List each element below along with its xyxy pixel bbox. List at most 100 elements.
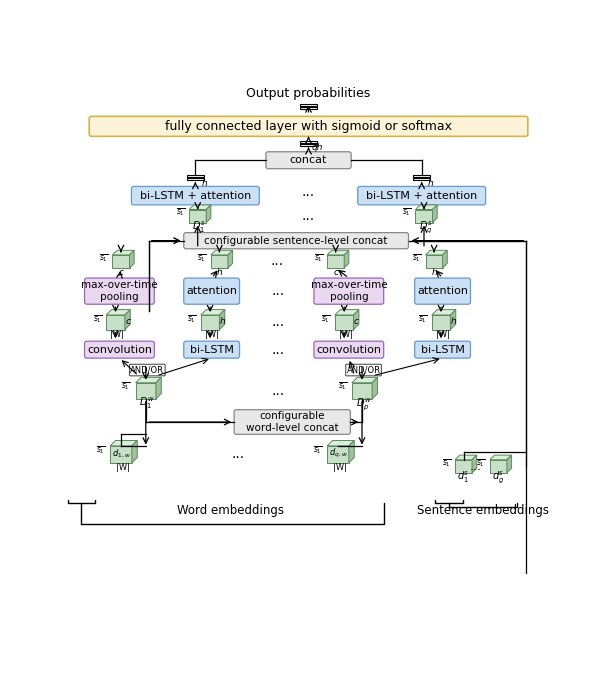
Polygon shape xyxy=(228,251,232,268)
Polygon shape xyxy=(211,251,232,255)
Polygon shape xyxy=(426,251,447,255)
Bar xyxy=(187,178,204,180)
Text: ...: ... xyxy=(469,460,481,473)
Polygon shape xyxy=(189,205,211,209)
Bar xyxy=(413,175,430,177)
FancyBboxPatch shape xyxy=(358,186,486,205)
Text: $\overline{s_1}$: $\overline{s_1}$ xyxy=(99,252,108,264)
Text: |W|: |W| xyxy=(332,463,347,472)
Text: max-over-time
pooling: max-over-time pooling xyxy=(81,280,158,302)
Polygon shape xyxy=(432,205,437,223)
FancyBboxPatch shape xyxy=(89,116,528,136)
Text: Output probabilities: Output probabilities xyxy=(246,87,371,99)
Text: ...: ... xyxy=(302,209,315,223)
Polygon shape xyxy=(432,315,450,330)
Text: bi-LSTM: bi-LSTM xyxy=(421,344,465,355)
Text: AND/OR: AND/OR xyxy=(130,365,164,375)
Text: $\overline{s_1}$: $\overline{s_1}$ xyxy=(313,444,323,456)
Text: bi-LSTM + attention: bi-LSTM + attention xyxy=(140,190,251,201)
FancyBboxPatch shape xyxy=(266,152,351,169)
Text: |W|: |W| xyxy=(110,330,124,339)
Polygon shape xyxy=(472,455,477,473)
Text: $D_p^w$: $D_p^w$ xyxy=(356,395,371,412)
FancyBboxPatch shape xyxy=(314,278,383,304)
FancyBboxPatch shape xyxy=(184,278,240,304)
Polygon shape xyxy=(426,255,442,268)
Text: configurable sentence-level concat: configurable sentence-level concat xyxy=(205,236,388,246)
Text: attention: attention xyxy=(186,286,237,296)
Text: |W|: |W| xyxy=(116,463,129,472)
Bar xyxy=(413,178,430,180)
Polygon shape xyxy=(219,309,225,330)
Text: fully connected layer with sigmoid or softmax: fully connected layer with sigmoid or so… xyxy=(165,120,452,133)
Text: ...: ... xyxy=(272,384,285,398)
Polygon shape xyxy=(490,455,512,460)
Polygon shape xyxy=(372,377,377,399)
Polygon shape xyxy=(135,383,156,399)
Polygon shape xyxy=(442,251,447,268)
Polygon shape xyxy=(135,377,161,383)
Text: Word embeddings: Word embeddings xyxy=(177,504,284,517)
Text: c: c xyxy=(333,268,338,277)
Bar xyxy=(187,175,204,177)
Text: $\overline{s_1}$: $\overline{s_1}$ xyxy=(93,313,102,325)
FancyBboxPatch shape xyxy=(415,278,471,304)
Text: $d_{q,w}$: $d_{q,w}$ xyxy=(329,447,347,460)
Text: AND/OR: AND/OR xyxy=(347,365,380,375)
Text: $D_q^s$: $D_q^s$ xyxy=(419,219,432,235)
FancyBboxPatch shape xyxy=(314,341,383,358)
FancyBboxPatch shape xyxy=(234,410,350,434)
Polygon shape xyxy=(113,251,134,255)
Polygon shape xyxy=(201,315,219,330)
Text: convolution: convolution xyxy=(316,344,381,355)
Text: bi-LSTM: bi-LSTM xyxy=(190,344,234,355)
Text: $\overline{s_1}$: $\overline{s_1}$ xyxy=(441,457,451,468)
Text: c: c xyxy=(119,268,123,277)
Polygon shape xyxy=(201,309,225,315)
Polygon shape xyxy=(352,383,372,399)
Text: ...: ... xyxy=(270,255,284,269)
Polygon shape xyxy=(125,309,130,330)
Polygon shape xyxy=(189,209,206,223)
Polygon shape xyxy=(211,255,228,268)
FancyBboxPatch shape xyxy=(84,341,154,358)
Bar xyxy=(300,141,317,144)
FancyBboxPatch shape xyxy=(131,186,259,205)
Text: ...: ... xyxy=(272,315,285,329)
Polygon shape xyxy=(129,251,134,268)
Text: h: h xyxy=(450,316,456,326)
Text: $\overline{s_1}$: $\overline{s_1}$ xyxy=(96,444,105,456)
Polygon shape xyxy=(353,309,359,330)
Text: $D_1^w$: $D_1^w$ xyxy=(140,396,155,412)
Polygon shape xyxy=(327,251,349,255)
Text: h: h xyxy=(217,268,222,277)
Text: h: h xyxy=(202,178,208,188)
Text: h: h xyxy=(428,178,434,188)
Text: ...: ... xyxy=(272,284,285,298)
Polygon shape xyxy=(432,309,456,315)
Text: h: h xyxy=(431,268,437,277)
Text: $D_1^s$: $D_1^s$ xyxy=(193,220,206,235)
Polygon shape xyxy=(327,440,354,446)
Text: $\overline{s_1}$: $\overline{s_1}$ xyxy=(187,313,197,325)
Polygon shape xyxy=(106,309,130,315)
Bar xyxy=(300,106,317,109)
Text: ...: ... xyxy=(272,343,285,357)
FancyBboxPatch shape xyxy=(184,232,409,248)
Text: $\overline{s_1}$: $\overline{s_1}$ xyxy=(176,206,185,218)
Polygon shape xyxy=(110,446,132,463)
Polygon shape xyxy=(349,440,354,463)
Text: $\overline{s_1}$: $\overline{s_1}$ xyxy=(476,457,486,468)
Polygon shape xyxy=(507,455,512,473)
Text: Sentence embeddings: Sentence embeddings xyxy=(417,504,549,517)
Polygon shape xyxy=(156,377,161,399)
Polygon shape xyxy=(132,440,137,463)
Polygon shape xyxy=(106,315,125,330)
Text: $\overline{s_1}$: $\overline{s_1}$ xyxy=(402,206,412,218)
Bar xyxy=(300,104,317,106)
Polygon shape xyxy=(335,315,353,330)
Polygon shape xyxy=(450,309,456,330)
Text: attention: attention xyxy=(417,286,468,296)
Polygon shape xyxy=(455,460,472,473)
Polygon shape xyxy=(415,205,437,209)
